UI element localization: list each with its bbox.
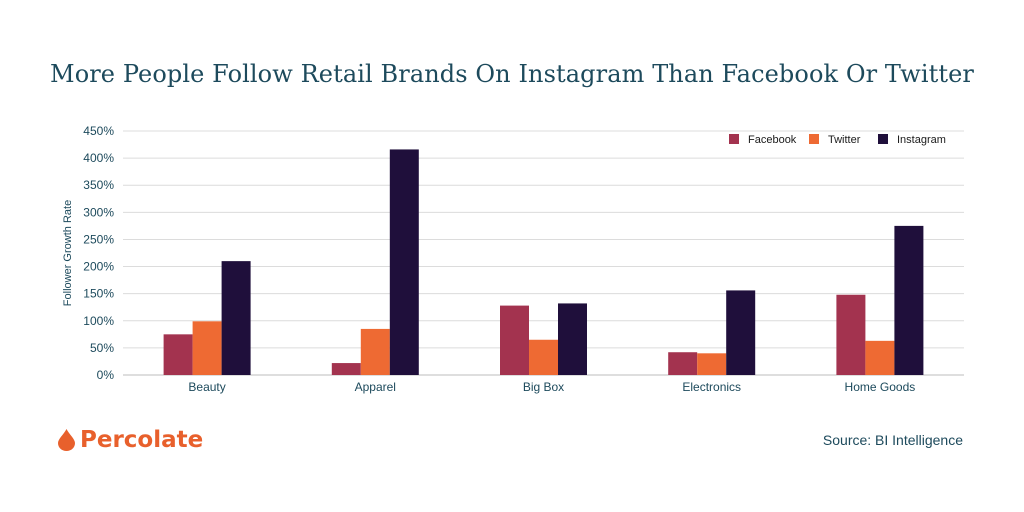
bar-instagram-electronics	[726, 290, 756, 375]
bar-instagram-beauty	[221, 261, 251, 375]
bar-twitter-home-goods	[865, 340, 895, 375]
y-axis-ticks: 0% 50% 100% 150% 200% 250% 300% 350% 400% 450%	[83, 124, 114, 382]
drop-icon	[58, 429, 75, 451]
legend-label-facebook: Facebook	[748, 134, 797, 146]
source-note: Source: BI Intelligence	[822, 432, 963, 448]
y-tick-label: 400%	[83, 151, 114, 165]
bar-facebook-beauty	[163, 334, 193, 375]
bar-instagram-apparel	[389, 149, 419, 375]
y-tick-label: 150%	[83, 287, 114, 301]
x-category-label: Electronics	[682, 380, 741, 394]
y-tick-label: 250%	[83, 232, 114, 246]
x-category-label: Beauty	[188, 380, 225, 394]
legend-label-twitter: Twitter	[828, 134, 861, 146]
bar-facebook-electronics	[668, 352, 698, 375]
bar-chart: 0% 50% 100% 150% 200% 250% 300% 350% 400% 450% Be…	[62, 124, 964, 394]
y-tick-label: 450%	[83, 124, 114, 138]
bar-facebook-apparel	[331, 363, 361, 375]
legend-swatch-facebook	[729, 134, 739, 144]
bar-twitter-apparel	[360, 328, 390, 375]
legend-swatch-instagram	[878, 134, 888, 144]
bar-instagram-big-box	[558, 303, 587, 375]
y-tick-label: 0%	[97, 368, 115, 382]
legend: Facebook Twitter Instagram	[729, 134, 946, 146]
x-category-label: Home Goods	[845, 380, 916, 394]
bar-twitter-big-box	[529, 339, 558, 375]
legend-swatch-twitter	[809, 134, 819, 144]
bar-facebook-home-goods	[836, 294, 866, 375]
y-axis-title: Follower Growth Rate	[62, 200, 74, 306]
x-axis-categories: Beauty Apparel Big Box Electronics Home Good…	[188, 380, 915, 394]
brand-logo: Percolate	[58, 427, 203, 453]
chart-title: More People Follow Retail Brands On Inst…	[50, 60, 974, 88]
bar-twitter-beauty	[192, 321, 222, 375]
bar-facebook-big-box	[500, 305, 529, 375]
brand-name: Percolate	[80, 427, 204, 453]
bar-instagram-home-goods	[894, 225, 924, 375]
x-category-label: Apparel	[355, 380, 396, 394]
y-tick-label: 50%	[90, 341, 114, 355]
y-tick-label: 200%	[83, 260, 114, 274]
bar-twitter-electronics	[697, 353, 727, 375]
y-tick-label: 300%	[83, 205, 114, 219]
bars	[163, 149, 924, 375]
y-tick-label: 100%	[83, 314, 114, 328]
y-tick-label: 350%	[83, 178, 114, 192]
legend-label-instagram: Instagram	[897, 134, 946, 146]
x-category-label: Big Box	[523, 380, 564, 394]
